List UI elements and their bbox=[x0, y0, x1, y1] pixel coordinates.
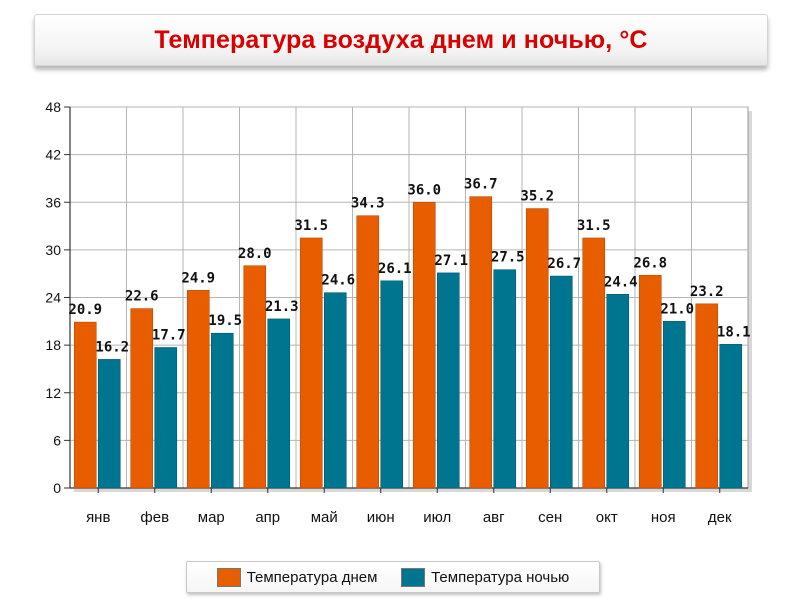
x-tick-label: сен bbox=[538, 509, 562, 526]
x-tick-label: фев bbox=[140, 509, 169, 526]
data-label-night: 19.5 bbox=[208, 313, 242, 329]
data-label-day: 24.9 bbox=[181, 270, 215, 286]
bar-night bbox=[210, 332, 234, 489]
data-label-night: 21.0 bbox=[660, 301, 694, 317]
data-label-day: 36.7 bbox=[464, 177, 498, 193]
bar-night bbox=[606, 294, 630, 489]
legend: Температура днем Температура ночью bbox=[186, 561, 600, 593]
x-tick-label: янв bbox=[86, 509, 110, 526]
bar-day bbox=[582, 237, 606, 489]
x-tick-label: мар bbox=[198, 509, 225, 526]
bar-night bbox=[380, 280, 404, 489]
x-tick-label: дек bbox=[708, 509, 732, 526]
data-label-day: 26.8 bbox=[633, 255, 667, 271]
y-tick-label: 6 bbox=[53, 432, 61, 448]
bar-day bbox=[243, 265, 267, 489]
data-label-day: 20.9 bbox=[68, 302, 102, 318]
x-tick-label: май bbox=[311, 509, 338, 526]
bar-day bbox=[130, 308, 154, 489]
x-tick-label: окт bbox=[596, 509, 618, 526]
data-label-night: 16.2 bbox=[95, 339, 129, 355]
x-tick-label: июл bbox=[423, 509, 451, 526]
data-label-day: 35.2 bbox=[520, 189, 554, 205]
x-tick-label: ноя bbox=[651, 509, 676, 526]
data-label-night: 27.1 bbox=[434, 253, 468, 269]
y-tick-label: 48 bbox=[45, 99, 61, 115]
bar-day bbox=[412, 201, 436, 489]
bar-day bbox=[638, 274, 662, 489]
bar-day bbox=[299, 237, 323, 489]
data-label-night: 21.3 bbox=[265, 299, 299, 315]
chart-title: Температура воздуха днем и ночью, °C bbox=[154, 25, 648, 54]
data-label-night: 24.4 bbox=[604, 274, 638, 290]
data-label-day: 22.6 bbox=[125, 289, 159, 305]
y-tick-label: 24 bbox=[45, 290, 61, 306]
bar-night bbox=[662, 321, 686, 489]
y-tick-label: 36 bbox=[45, 194, 61, 210]
bar-night bbox=[154, 347, 178, 489]
data-label-day: 31.5 bbox=[294, 218, 328, 234]
y-tick-label: 12 bbox=[45, 385, 61, 401]
data-label-night: 17.7 bbox=[152, 328, 186, 344]
bar-day bbox=[73, 321, 97, 489]
legend-item-night: Температура ночью bbox=[401, 567, 570, 587]
legend-swatch-night bbox=[401, 567, 426, 587]
chart-title-box: Температура воздуха днем и ночью, °C bbox=[34, 14, 768, 66]
data-label-day: 36.0 bbox=[407, 182, 441, 198]
bar-night bbox=[719, 344, 743, 489]
data-label-night: 18.1 bbox=[717, 324, 751, 340]
data-label-day: 31.5 bbox=[577, 218, 611, 234]
legend-label-night: Температура ночью bbox=[431, 568, 570, 586]
data-label-night: 26.7 bbox=[547, 256, 581, 272]
y-tick-label: 18 bbox=[45, 337, 61, 353]
bar-day bbox=[525, 208, 549, 489]
legend-swatch-day bbox=[216, 567, 241, 587]
bar-night bbox=[267, 318, 291, 489]
chart-svg: 0 6 12 18 24 30 36 42 48 янв 20.9 16.2 фев 22.6 17.7 ма… bbox=[45, 99, 752, 526]
x-tick-label: апр bbox=[255, 509, 280, 526]
bar-night bbox=[323, 292, 347, 489]
bar-night bbox=[97, 359, 121, 489]
bar-day bbox=[695, 303, 719, 489]
bar-day bbox=[469, 196, 493, 489]
data-label-day: 34.3 bbox=[351, 196, 385, 212]
bar-night bbox=[493, 269, 517, 489]
data-label-night: 26.1 bbox=[378, 261, 412, 277]
legend-label-day: Температура днем bbox=[246, 568, 378, 586]
data-label-day: 28.0 bbox=[238, 246, 272, 262]
y-tick-label: 30 bbox=[45, 242, 61, 258]
bar-day bbox=[356, 215, 380, 489]
x-tick-label: авг bbox=[483, 509, 505, 526]
data-label-night: 27.5 bbox=[491, 250, 525, 266]
legend-item-day: Температура днем bbox=[216, 567, 378, 587]
x-tick-label: июн bbox=[367, 509, 395, 526]
y-tick-label: 42 bbox=[45, 147, 61, 163]
bar-night bbox=[436, 272, 460, 489]
data-label-night: 24.6 bbox=[321, 273, 355, 289]
bar-day bbox=[186, 290, 210, 489]
bar-night bbox=[549, 275, 573, 489]
y-tick-label: 0 bbox=[53, 480, 61, 496]
data-label-day: 23.2 bbox=[690, 284, 724, 300]
